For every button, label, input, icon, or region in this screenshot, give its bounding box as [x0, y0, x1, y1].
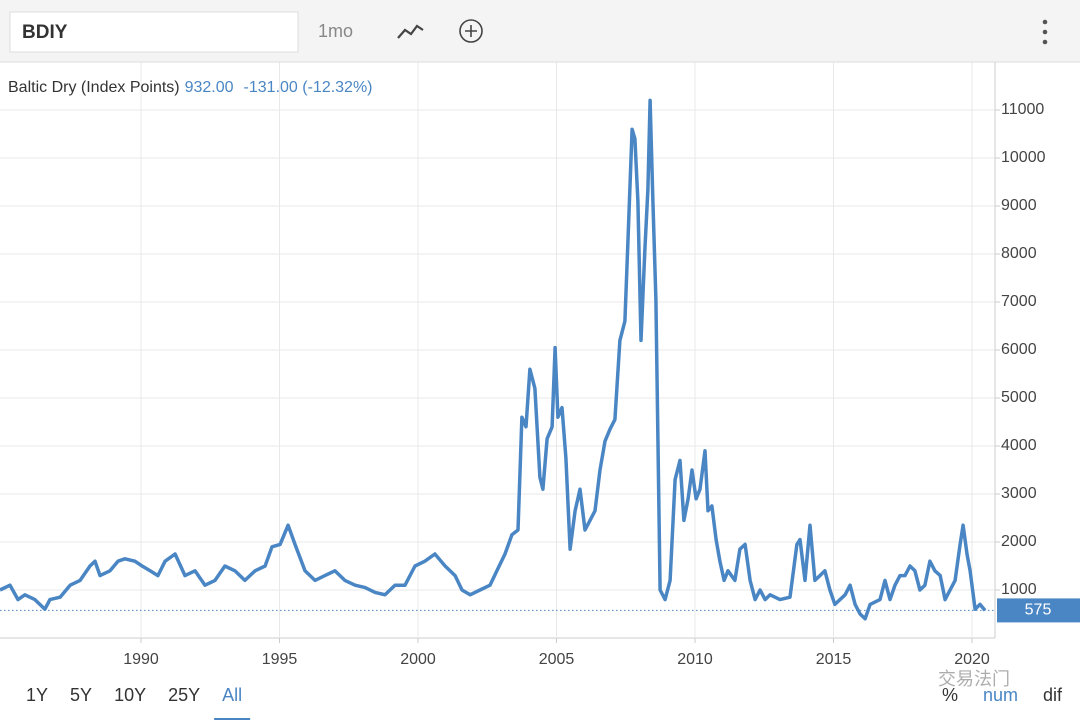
y-tick-label: 11000	[1001, 101, 1044, 118]
add-icon[interactable]	[459, 19, 483, 43]
symbol: BDIY	[22, 22, 68, 43]
y-tick-label: 6000	[1001, 341, 1037, 358]
grid: 1000 2000 3000 4000 5000 6000 7000 8000 9000 1000…	[0, 62, 1046, 668]
x-tick-label: 2010	[677, 651, 713, 668]
y-tick-label: 4000	[1001, 437, 1037, 454]
watermark: 交易法门	[938, 669, 1010, 689]
chart-type-icon[interactable]	[397, 24, 424, 39]
y-tick-label: 2000	[1001, 533, 1037, 550]
x-tick-label: 1995	[262, 651, 298, 668]
add-icon-plus	[465, 25, 477, 37]
x-tick-label: 2000	[400, 651, 436, 668]
y-tick-label: 10000	[1001, 149, 1046, 166]
range-button[interactable]: 5Y	[70, 685, 92, 705]
y-tick-label: 8000	[1001, 245, 1037, 262]
y-tick-label: 1000	[1001, 581, 1037, 598]
mode-button[interactable]: %	[942, 685, 958, 705]
price: 932.00	[185, 79, 234, 96]
y-tick-label: 3000	[1001, 485, 1037, 502]
range-button[interactable]: 1Y	[26, 685, 48, 705]
y-tick-label: 5000	[1001, 389, 1037, 406]
mode-button[interactable]: dif	[1043, 685, 1063, 705]
symbol-input[interactable]	[9, 11, 299, 53]
range-bar: 1Y 5Y 10Y 25Y All% num dif	[26, 685, 1063, 720]
chart-title: Baltic Dry (Index Points)	[8, 79, 180, 96]
range-button[interactable]: All	[222, 685, 242, 705]
range-button[interactable]: 10Y	[114, 685, 146, 705]
mode-button[interactable]: num	[983, 685, 1018, 705]
change: -131.00 (-12.32%)	[244, 79, 373, 96]
plot: 575	[0, 98, 1080, 623]
y-tick-label: 9000	[1001, 197, 1037, 214]
menu-icon[interactable]	[1042, 19, 1048, 45]
last-value-box	[997, 598, 1080, 623]
line	[0, 98, 987, 621]
x-tick-label: 2005	[539, 651, 575, 668]
range-button[interactable]: 25Y	[168, 685, 200, 705]
interval[interactable]: 1mo	[318, 21, 353, 41]
x-tick-label: 1990	[123, 651, 159, 668]
y-tick-label: 7000	[1001, 293, 1037, 310]
x-tick-label: 2015	[816, 651, 852, 668]
x-tick-label: 2020	[954, 651, 990, 668]
last-value-label: 575	[1025, 602, 1052, 619]
